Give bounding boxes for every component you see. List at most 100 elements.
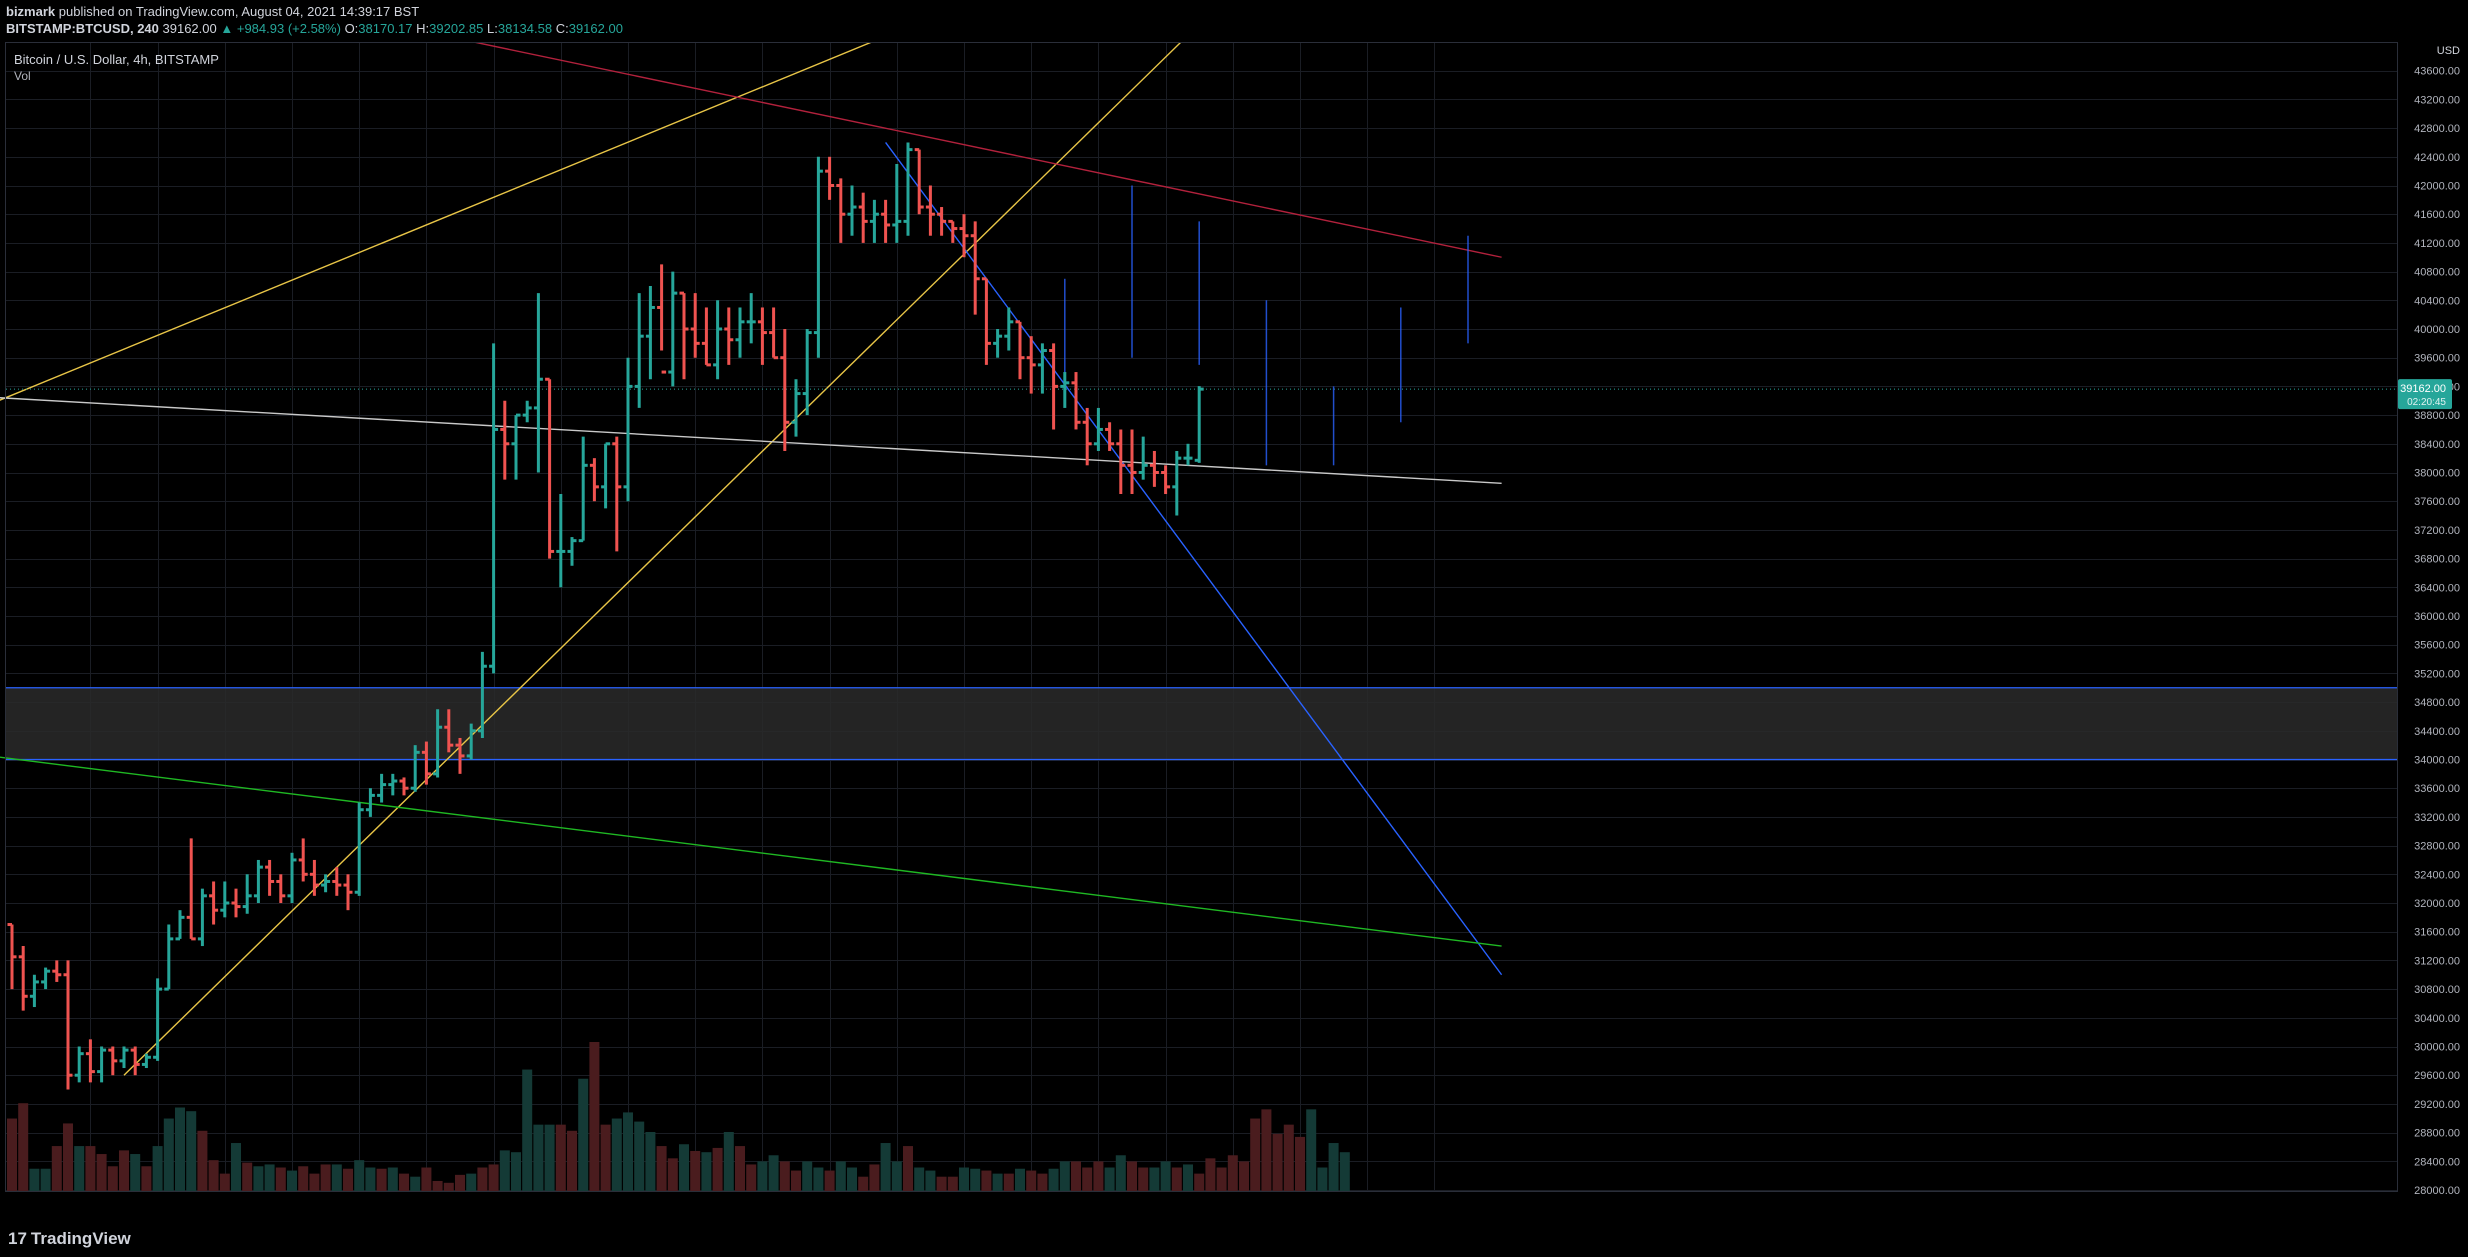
time-tick-label: 24 [353, 1197, 367, 1199]
volume-bar [891, 1161, 902, 1192]
ohlc-bar [74, 1046, 84, 1083]
volume-bar [1328, 1143, 1339, 1192]
volume-bar [903, 1146, 913, 1192]
volume-bar [947, 1176, 958, 1192]
volume-bar [466, 1173, 477, 1192]
price-tick-label: 40800.00 [2414, 267, 2460, 279]
ohlc-bar [377, 773, 387, 803]
ohlc-bar [1049, 343, 1059, 430]
ohlc-bar [948, 219, 958, 243]
volume-bar [555, 1124, 566, 1192]
ohlc-bar [321, 874, 331, 893]
ohlc-bar [52, 960, 62, 982]
volume-bar [981, 1170, 992, 1192]
volume-bar [533, 1124, 544, 1192]
price-tick-label: 40400.00 [2414, 295, 2460, 307]
price-tick-label: 32000.00 [2414, 898, 2460, 910]
tradingview-logo[interactable]: 17 TradingView [8, 1229, 131, 1249]
currency-label: USD [2437, 45, 2460, 57]
volume-bar [354, 1160, 365, 1192]
volume-bar [701, 1152, 712, 1192]
volume-bar [1227, 1155, 1238, 1192]
ohlc-bar [1149, 450, 1159, 487]
price-tick-label: 28400.00 [2414, 1156, 2460, 1168]
price-axis[interactable]: 43600.00 43200.00 42800.00 42400.00 42000.00… [2398, 45, 2460, 1197]
price-chart[interactable]: Bitcoin / U.S. Dollar, 4h, BITSTAMP Vol … [0, 42, 2468, 1199]
volume-bar [1059, 1161, 1070, 1192]
volume-bar [1283, 1124, 1294, 1192]
ohlc-bar [332, 867, 342, 896]
volume-bar [992, 1173, 1003, 1192]
volume-bar [567, 1130, 577, 1192]
ohlc-bar [1015, 320, 1025, 380]
time-tick-label: 23 [285, 1197, 299, 1199]
time-tick-label: 28 [621, 1197, 635, 1199]
time-tick-label: 29 [689, 1197, 703, 1199]
chart-title: Bitcoin / U.S. Dollar, 4h, BITSTAMP [14, 52, 219, 67]
last-price-tag: 39162.00 02:20:45 [2398, 379, 2452, 410]
tradingview-logo-text: TradingView [30, 1229, 131, 1248]
price-tick-label: 34400.00 [2414, 726, 2460, 738]
ohlc-bar [85, 1039, 95, 1083]
volume-bar [1250, 1118, 1261, 1192]
volume-bar [152, 1146, 163, 1192]
time-tick-label: 31 [823, 1197, 837, 1199]
ohlc-bar [1183, 443, 1193, 466]
ohlc-bar [231, 888, 241, 918]
price-tick-label: 38400.00 [2414, 439, 2460, 451]
ohlc-bar [1161, 465, 1171, 495]
volume-bar [1149, 1167, 1160, 1192]
volume-bar [96, 1154, 107, 1192]
volume-bar [432, 1180, 443, 1192]
volume-bar [1339, 1152, 1350, 1192]
volume-bar [163, 1118, 174, 1192]
price-change: ▲ +984.93 (+2.58%) [220, 21, 341, 36]
ohlc-bar [354, 802, 364, 896]
ohlc-bar [265, 859, 275, 896]
volume-bar [936, 1176, 947, 1192]
volume-bar [735, 1146, 745, 1192]
time-tick-label: 20 [84, 1197, 98, 1199]
ohlc-bar [343, 874, 353, 911]
zone-fill [6, 687, 2397, 760]
volume-bar [847, 1167, 857, 1192]
trendline-yellow-upper [0, 42, 874, 401]
ohlc-bar [825, 156, 835, 200]
close-label: C: [555, 21, 569, 36]
ohlc-bar [769, 307, 779, 360]
time-tick-label: 3 [1028, 1197, 1035, 1199]
ohlc-bar [1037, 343, 1047, 394]
volume-bar [802, 1161, 813, 1192]
bar-countdown: 02:20:45 [2407, 397, 2446, 408]
volume-bar [499, 1150, 510, 1192]
time-axis[interactable]: 202122232425262728293031Aug23456789 [84, 1197, 1438, 1199]
ohlc-bar [1060, 372, 1070, 408]
price-tick-label: 30000.00 [2414, 1042, 2460, 1054]
volume-bar [219, 1173, 230, 1192]
grid-lines [6, 42, 2397, 1191]
trend-lines[interactable] [0, 42, 2397, 1076]
volume-bar [421, 1167, 432, 1192]
ohlc-bar [813, 156, 823, 358]
volume-bar [85, 1146, 96, 1192]
high-label: H: [416, 21, 430, 36]
volume-bar [186, 1111, 197, 1192]
time-tick-label: 22 [218, 1197, 232, 1199]
volume-bar [791, 1170, 801, 1192]
volume-bar [130, 1154, 141, 1192]
volume-bar [1082, 1167, 1093, 1192]
publisher-name[interactable]: bizmark [6, 4, 56, 19]
open-label: O: [344, 21, 359, 36]
price-tick-label: 41200.00 [2414, 238, 2460, 250]
ohlc-bar [533, 293, 543, 473]
ohlc-bar [556, 494, 566, 588]
volume-bar [1015, 1168, 1025, 1192]
volume-bar [175, 1107, 185, 1192]
ohlc-bar [567, 537, 577, 566]
volume-bar [1115, 1155, 1126, 1192]
volume-bar [376, 1168, 387, 1192]
volume-bar [914, 1167, 925, 1192]
ohlc-bar [993, 329, 1003, 358]
volume-bar [712, 1147, 723, 1192]
volume-bar [623, 1112, 633, 1192]
